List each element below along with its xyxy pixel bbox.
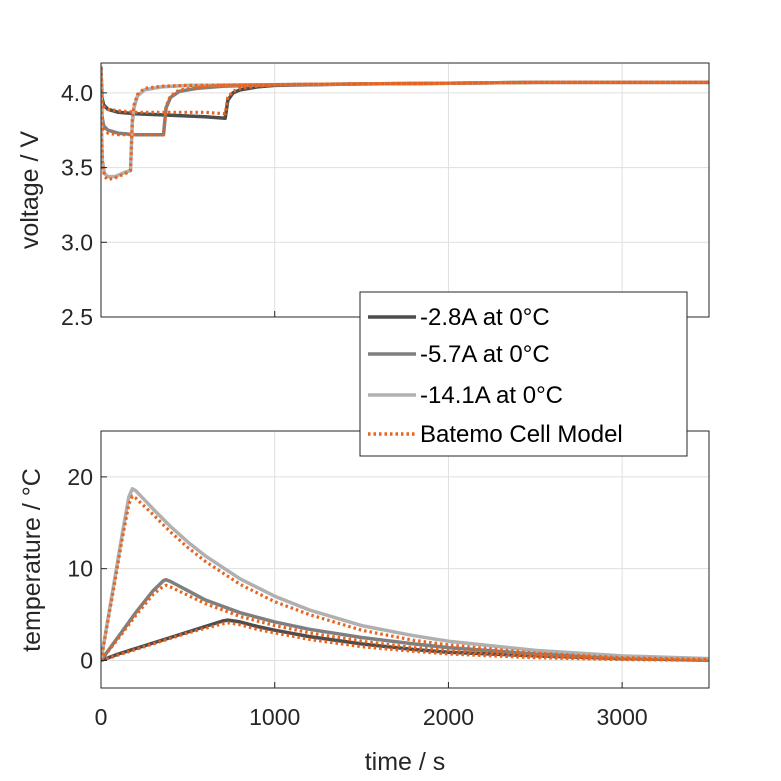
- voltage-ytick-label: 2.5: [61, 304, 93, 330]
- voltage-ytick-label: 3.5: [61, 155, 93, 181]
- temperature-ylabel: temperature / °C: [18, 468, 46, 652]
- voltage-ylabel: voltage / V: [16, 131, 44, 249]
- legend-box: [359, 291, 688, 457]
- temperature-ytick-label: 0: [80, 647, 93, 673]
- temperature-ytick-label: 20: [67, 464, 93, 490]
- temperature-xtick-label: 1000: [249, 704, 300, 730]
- temperature-xtick-label: 0: [95, 704, 108, 730]
- temperature-series-batemo-cell-model-1: [101, 583, 709, 663]
- legend-label-2-8a: -2.8A at 0°C: [420, 304, 550, 331]
- legend-label-batemo: Batemo Cell Model: [420, 421, 623, 448]
- legend: -2.8A at 0°C -5.7A at 0°C -14.1A at 0°C …: [359, 291, 688, 457]
- temperature-series-batemo-cell-model-0: [101, 621, 709, 663]
- voltage-ytick-label: 4.0: [61, 80, 93, 106]
- temperature-ytick-label: 10: [67, 556, 93, 582]
- voltage-axes-frame: [100, 62, 710, 318]
- temperature-series-2-8a-at-0-c: [101, 618, 709, 663]
- temperature-series-14-1a-at-0-c: [101, 487, 709, 663]
- voltage-series-batemo-cell-model-1: [101, 67, 709, 137]
- temperature-panel: 0 10 20 0 1000 2000 3000 temperature / °C time /…: [18, 430, 710, 776]
- voltage-series-group: [101, 65, 709, 182]
- temperature-series-batemo-cell-model-2: [101, 494, 709, 662]
- temperature-series-5-7a-at-0-c: [101, 577, 709, 663]
- voltage-series-batemo-cell-model-2: [101, 67, 709, 182]
- legend-label-5-7a: -5.7A at 0°C: [420, 341, 550, 368]
- legend-label-14-1a: -14.1A at 0°C: [420, 382, 563, 409]
- voltage-panel: 2.5 3.0 3.5 4.0 voltage / V: [16, 62, 710, 330]
- voltage-series-5-7a-at-0-c: [101, 65, 709, 137]
- temperature-xtick-label: 3000: [597, 704, 648, 730]
- voltage-ytick-label: 3.0: [61, 229, 93, 255]
- temperature-xlabel: time / s: [365, 748, 446, 776]
- temperature-series-group: [101, 487, 709, 663]
- temperature-xtick-label: 2000: [423, 704, 474, 730]
